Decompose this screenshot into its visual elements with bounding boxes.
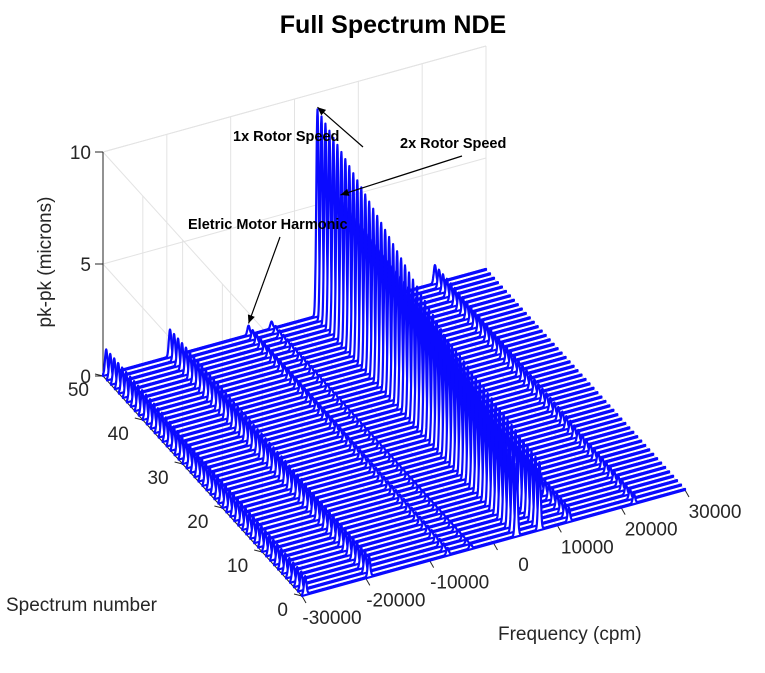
y-tick-2 — [214, 505, 223, 509]
y-tick-label-5: 50 — [68, 380, 89, 401]
x-tick-label-3: 0 — [518, 555, 529, 576]
x-tick-4 — [556, 525, 562, 533]
spectrum-9 — [265, 398, 651, 558]
x-tick-6 — [684, 489, 690, 498]
annotation-arrowhead-0 — [317, 107, 327, 116]
spectrum-50 — [101, 108, 488, 378]
spectrum-37 — [153, 200, 539, 435]
spectrum-33 — [169, 228, 555, 452]
gridline-z-back-1 — [102, 157, 487, 265]
annotation-layer: 1x Rotor Speed 2x Rotor Speed Eletric Moto… — [188, 106, 506, 324]
spectrum-0 — [300, 460, 687, 598]
y-tick-label-1: 10 — [227, 556, 248, 577]
annotation-label-1: 2x Rotor Speed — [400, 136, 506, 152]
x-tick-label-5: 20000 — [625, 520, 678, 541]
y-tick-0 — [293, 593, 303, 597]
spectrum-22 — [213, 306, 599, 501]
x-tick-label-6: 30000 — [689, 502, 742, 523]
spectrum-32 — [173, 235, 559, 457]
x-tick-label-1: -20000 — [366, 590, 425, 611]
spectrum-24 — [205, 292, 591, 492]
spectrum-36 — [157, 207, 543, 439]
x-tick-0 — [301, 595, 307, 604]
spectrum-34 — [165, 221, 551, 448]
y-axis-label: Spectrum number — [6, 595, 158, 616]
z-tick-label-2: 10 — [70, 143, 91, 164]
y-tick-4 — [134, 417, 143, 421]
spectrum-42 — [133, 165, 519, 413]
spectrum-12 — [253, 377, 639, 545]
spectrum-49 — [105, 115, 492, 382]
x-tick-5 — [620, 507, 626, 515]
spectrum-10 — [261, 391, 647, 554]
y-tick-label-2: 20 — [187, 512, 208, 533]
spectrum-16 — [237, 349, 623, 527]
x-tick-1 — [365, 578, 371, 586]
annotation-arrow-1 — [340, 155, 463, 196]
annotation-arrowhead-2 — [247, 314, 255, 324]
spectrum-44 — [125, 150, 511, 404]
spectrum-38 — [149, 193, 535, 430]
spectrum-5 — [281, 427, 667, 576]
spectrum-17 — [233, 342, 619, 523]
spectrum-11 — [257, 384, 643, 549]
z-tick-label-0: 0 — [80, 367, 91, 388]
spectrum-40 — [141, 179, 527, 422]
spectrum-7 — [273, 413, 659, 567]
x-tick-label-4: 10000 — [561, 537, 614, 558]
spectrum-25 — [201, 285, 587, 488]
spectrum-46 — [117, 136, 503, 395]
annotation-arrow-2 — [247, 236, 281, 324]
spectrum-30 — [181, 250, 567, 466]
y-tick-3 — [174, 461, 183, 465]
y-tick-label-3: 30 — [147, 468, 168, 489]
x-tick-3 — [493, 542, 498, 551]
spectrum-45 — [121, 143, 507, 400]
spectrum-14 — [245, 363, 631, 536]
annotation-label-2: Eletric Motor Harmonic — [188, 217, 348, 233]
box-top-edge — [102, 45, 487, 153]
x-axis-label: Frequency (cpm) — [498, 624, 642, 645]
spectrum-41 — [137, 172, 523, 417]
spectrum-13 — [249, 370, 635, 540]
spectrum-23 — [209, 299, 595, 496]
x-tick-2 — [429, 560, 435, 568]
spectrum-2 — [292, 448, 679, 589]
annotation-label-0: 1x Rotor Speed — [233, 129, 339, 145]
spectrum-series — [101, 108, 687, 598]
spectrum-1 — [296, 455, 683, 593]
annotation-arrowhead-1 — [340, 188, 350, 196]
spectrum-27 — [193, 271, 579, 479]
spectrum-26 — [197, 278, 583, 483]
x-tick-label-0: -30000 — [302, 608, 361, 629]
spectrum-28 — [189, 264, 575, 474]
spectrum-48 — [109, 122, 496, 386]
label-layer: Full Spectrum NDE Frequency (cpm) Spectr… — [6, 11, 741, 645]
spectrum-15 — [241, 356, 627, 532]
y-tick-1 — [254, 549, 263, 553]
spectrum-29 — [185, 257, 571, 470]
z-axis-label: pk-pk (microns) — [35, 197, 56, 328]
annotation-arrow-0 — [317, 106, 364, 148]
y-tick-label-0: 0 — [277, 600, 288, 621]
spectrum-31 — [177, 243, 563, 461]
spectrum-3 — [289, 441, 675, 584]
spectrum-47 — [113, 129, 499, 391]
z-tick-label-1: 5 — [80, 255, 91, 276]
spectrum-4 — [285, 434, 671, 580]
spectrum-8 — [269, 406, 655, 562]
y-tick-label-4: 40 — [108, 424, 129, 445]
spectrum-18 — [229, 335, 615, 518]
spectrum-43 — [129, 158, 515, 408]
spectrum-6 — [277, 420, 663, 571]
spectrum-21 — [217, 313, 603, 505]
spectrum-35 — [161, 214, 547, 444]
chart-title: Full Spectrum NDE — [280, 11, 506, 39]
x-tick-label-2: -10000 — [430, 573, 489, 594]
spectrum-19 — [225, 328, 611, 514]
spectrum-39 — [145, 186, 531, 426]
spectrum-20 — [221, 321, 607, 510]
